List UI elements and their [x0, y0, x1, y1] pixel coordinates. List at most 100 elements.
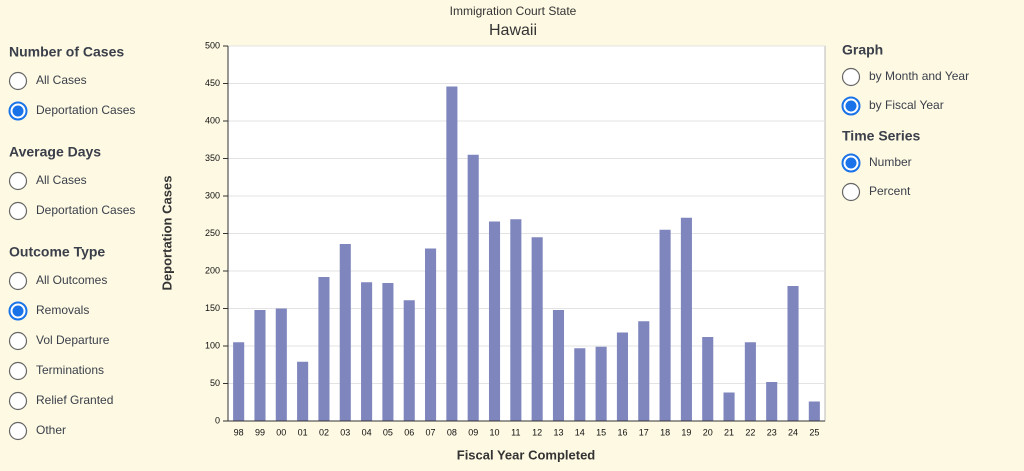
y-tick-label: 100 — [205, 340, 220, 350]
y-tick-label: 0 — [215, 415, 220, 425]
bar — [233, 342, 245, 421]
radio-label[interactable]: All Cases — [36, 73, 87, 87]
bar — [339, 244, 351, 421]
x-tick-label: 18 — [660, 427, 670, 437]
x-tick-label: 01 — [298, 427, 308, 437]
radio-label[interactable]: All Cases — [36, 173, 87, 187]
x-axis-label: Fiscal Year Completed — [457, 447, 596, 462]
radio-dot — [845, 157, 857, 169]
radio-button[interactable] — [8, 71, 28, 91]
bar — [403, 300, 415, 421]
radio-button[interactable] — [8, 421, 28, 441]
x-tick-label: 25 — [809, 427, 819, 437]
radio-label[interactable]: Number — [869, 155, 912, 169]
y-tick-label: 150 — [205, 303, 220, 313]
radio-label[interactable]: Deportation Cases — [36, 103, 135, 117]
x-tick-label: 08 — [447, 427, 457, 437]
x-tick-label: 24 — [788, 427, 798, 437]
radio-label[interactable]: Terminations — [36, 363, 104, 377]
x-tick-label: 12 — [532, 427, 542, 437]
radio-button[interactable] — [8, 391, 28, 411]
radio-label[interactable]: Percent — [869, 184, 911, 198]
section-heading: Number of Cases — [9, 44, 124, 60]
x-tick-label: 05 — [383, 427, 393, 437]
x-tick-label: 15 — [596, 427, 606, 437]
bar — [680, 217, 692, 421]
bar — [787, 286, 799, 421]
x-tick-label: 07 — [426, 427, 436, 437]
section-heading: Time Series — [842, 128, 921, 144]
bar — [552, 310, 565, 421]
x-tick-label: 09 — [468, 427, 478, 437]
y-axis-label: Deportation Cases — [159, 176, 174, 291]
y-tick-label: 200 — [205, 265, 220, 275]
bar — [361, 282, 373, 421]
x-tick-label: 22 — [745, 427, 755, 437]
radio-dot — [12, 105, 24, 117]
x-tick-label: 19 — [681, 427, 691, 437]
bar — [723, 392, 735, 421]
y-tick-label: 350 — [205, 153, 220, 163]
radio-label[interactable]: All Outcomes — [36, 273, 107, 287]
bar — [744, 342, 756, 421]
x-tick-label: 23 — [767, 427, 777, 437]
radio-dot — [845, 100, 857, 112]
bar — [275, 308, 287, 421]
x-tick-label: 10 — [490, 427, 500, 437]
x-tick-label: 21 — [724, 427, 734, 437]
radio-label[interactable]: Relief Granted — [36, 393, 113, 407]
radio-label[interactable]: Removals — [36, 303, 89, 317]
bar — [638, 321, 650, 421]
y-tick-label: 50 — [210, 378, 220, 388]
section-heading: Outcome Type — [9, 244, 105, 260]
x-tick-label: 99 — [255, 427, 265, 437]
bar — [254, 310, 266, 421]
radio-label[interactable]: by Month and Year — [869, 69, 969, 83]
x-tick-label: 06 — [404, 427, 414, 437]
bar — [382, 283, 394, 421]
y-tick-label: 400 — [205, 115, 220, 125]
y-tick-label: 250 — [205, 228, 220, 238]
bar — [467, 154, 479, 421]
x-tick-label: 17 — [639, 427, 649, 437]
x-tick-label: 04 — [362, 427, 372, 437]
y-tick-label: 450 — [205, 78, 220, 88]
bar — [446, 86, 458, 421]
bar — [318, 277, 330, 421]
bar — [659, 229, 671, 421]
radio-label[interactable]: Other — [36, 423, 66, 437]
bar — [808, 401, 820, 421]
bar — [702, 337, 714, 421]
radio-button[interactable] — [841, 182, 861, 202]
bar — [531, 237, 543, 421]
radio-dot — [12, 305, 24, 317]
y-tick-label: 500 — [205, 40, 220, 50]
radio-button[interactable] — [8, 171, 28, 191]
section-heading: Average Days — [9, 144, 101, 160]
y-tick-label: 300 — [205, 190, 220, 200]
x-tick-label: 98 — [234, 427, 244, 437]
radio-button[interactable] — [8, 361, 28, 381]
bar — [574, 348, 586, 421]
x-tick-label: 16 — [617, 427, 627, 437]
x-tick-label: 13 — [553, 427, 563, 437]
bar — [510, 219, 522, 421]
radio-label[interactable]: Vol Departure — [36, 333, 110, 347]
bar — [425, 248, 437, 421]
x-tick-label: 03 — [340, 427, 350, 437]
radio-label[interactable]: by Fiscal Year — [869, 98, 944, 112]
x-tick-label: 00 — [276, 427, 286, 437]
radio-button[interactable] — [841, 67, 861, 87]
chart-subtitle: Immigration Court State — [450, 4, 577, 18]
bar — [595, 346, 607, 421]
x-tick-label: 11 — [511, 427, 520, 437]
bar — [488, 221, 501, 421]
radio-button[interactable] — [8, 271, 28, 291]
radio-label[interactable]: Deportation Cases — [36, 203, 135, 217]
radio-button[interactable] — [8, 331, 28, 351]
section-heading: Graph — [842, 42, 883, 58]
radio-button[interactable] — [8, 201, 28, 221]
bar — [616, 332, 628, 421]
